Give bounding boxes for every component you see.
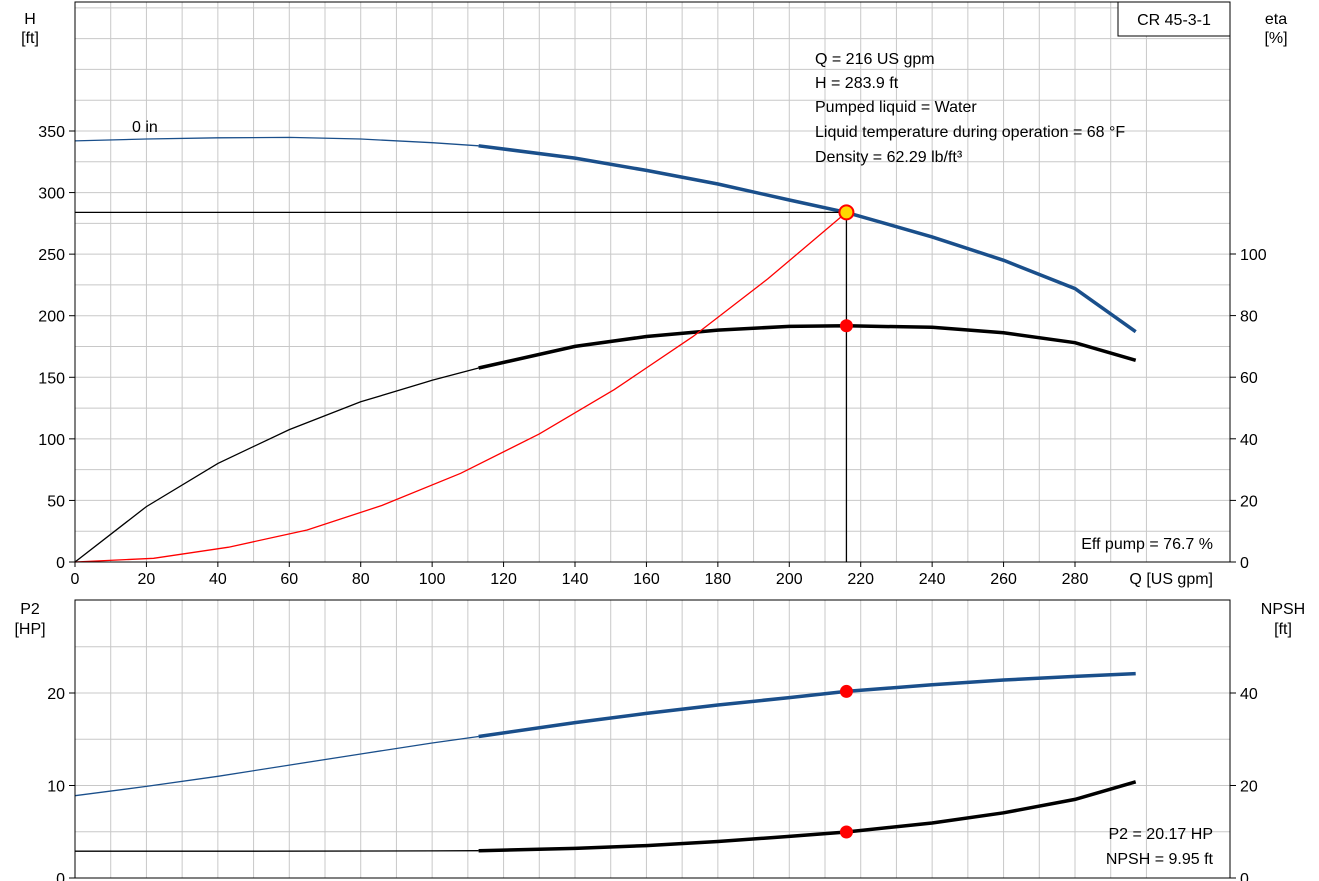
top-series-black-thick xyxy=(478,324,1137,370)
x-axis-tick-label: 220 xyxy=(847,571,874,588)
right-axis-tick-label: 100 xyxy=(1240,247,1267,264)
top-series-red-thin xyxy=(74,211,847,563)
left-axis-tick-label: 300 xyxy=(38,186,65,203)
efficiency-marker xyxy=(839,319,853,333)
left-axis-tick-label: 150 xyxy=(38,370,65,387)
x-axis-tick-label: 180 xyxy=(705,571,732,588)
right-axis-tick-label: 0 xyxy=(1240,871,1249,881)
x-axis-tick-label: 0 xyxy=(71,571,80,588)
bottom-plot-frame xyxy=(74,599,1231,879)
bottom-series-blue-thin xyxy=(74,735,479,797)
right-axis-tick-label: 60 xyxy=(1240,370,1258,387)
x-axis-label: Q [US gpm] xyxy=(1129,571,1213,588)
x-axis-tick-label: 80 xyxy=(352,571,370,588)
x-axis-tick-label: 260 xyxy=(990,571,1017,588)
right-axis-tick-label: 20 xyxy=(1240,493,1258,510)
x-axis-tick-label: 120 xyxy=(490,571,517,588)
top-chart-curves xyxy=(74,136,1137,563)
x-axis-tick-label: 100 xyxy=(419,571,446,588)
right-axis-tick-label: 40 xyxy=(1240,686,1258,703)
right-axis-tick-label: 0 xyxy=(1240,555,1249,572)
x-axis-tick-label: 140 xyxy=(562,571,589,588)
bottom-marker-black xyxy=(839,825,853,839)
left-axis-tick-label: 350 xyxy=(38,124,65,141)
bottom-chart-grid xyxy=(75,600,1230,878)
right-axis-tick-label: 40 xyxy=(1240,432,1258,449)
operating-point-marker xyxy=(838,204,855,221)
top-right-axis-unit: [%] xyxy=(1264,30,1287,47)
top-plot-frame xyxy=(74,1,1231,563)
npsh-text: NPSH = 9.95 ft xyxy=(1106,851,1214,868)
x-axis-tick-label: 40 xyxy=(209,571,227,588)
x-axis-tick-label: 240 xyxy=(919,571,946,588)
info-line: Liquid temperature during operation = 68… xyxy=(815,124,1125,141)
top-left-axis-title: H xyxy=(24,11,36,28)
bottom-left-axis-unit: [HP] xyxy=(14,621,45,638)
top-chart-grid xyxy=(75,2,1230,562)
left-axis-tick-label: 50 xyxy=(47,493,65,510)
left-axis-tick-label: 20 xyxy=(47,686,65,703)
top-left-axis-unit: [ft] xyxy=(21,30,39,47)
top-series-black-thin xyxy=(74,367,479,563)
pump-label: CR 45-3-1 xyxy=(1137,12,1211,29)
info-line: Q = 216 US gpm xyxy=(815,51,935,68)
pump-label-box xyxy=(1117,1,1231,37)
p2-text: P2 = 20.17 HP xyxy=(1108,826,1213,843)
bottom-right-axis-title: NPSH xyxy=(1261,601,1305,618)
left-axis-tick-label: 100 xyxy=(38,432,65,449)
x-axis-tick-label: 160 xyxy=(633,571,660,588)
left-axis-tick-label: 0 xyxy=(56,555,65,572)
bottom-marker-blue xyxy=(839,684,853,698)
x-axis-tick-label: 280 xyxy=(1062,571,1089,588)
eff-pump-text: Eff pump = 76.7 % xyxy=(1081,536,1213,553)
x-axis-tick-label: 200 xyxy=(776,571,803,588)
x-axis-tick-label: 60 xyxy=(280,571,298,588)
right-axis-tick-label: 20 xyxy=(1240,779,1258,796)
left-axis-tick-label: 10 xyxy=(47,779,65,796)
bottom-series-blue-thick xyxy=(478,671,1136,739)
bottom-left-axis-title: P2 xyxy=(20,601,40,618)
info-line: Density = 62.29 lb/ft³ xyxy=(815,149,963,166)
bottom-chart-curves xyxy=(74,671,1137,853)
right-axis-tick-label: 80 xyxy=(1240,309,1258,326)
left-axis-tick-label: 0 xyxy=(56,871,65,881)
top-series-blue-thick xyxy=(478,144,1137,334)
operating-point-info: Q = 216 US gpm H = 283.9 ft Pumped liqui… xyxy=(815,51,1125,166)
left-axis-tick-label: 200 xyxy=(38,309,65,326)
curve-label: 0 in xyxy=(132,119,158,136)
info-line: H = 283.9 ft xyxy=(815,75,899,92)
top-right-axis-title: eta xyxy=(1265,11,1287,28)
bottom-right-axis-unit: [ft] xyxy=(1274,621,1292,638)
top-series-blue-thin xyxy=(74,136,479,147)
info-line: Pumped liquid = Water xyxy=(815,99,977,116)
bottom-series-black-thick xyxy=(478,780,1137,853)
x-axis-tick-label: 20 xyxy=(138,571,156,588)
left-axis-tick-label: 250 xyxy=(38,247,65,264)
bottom-series-black-thin xyxy=(75,850,479,852)
